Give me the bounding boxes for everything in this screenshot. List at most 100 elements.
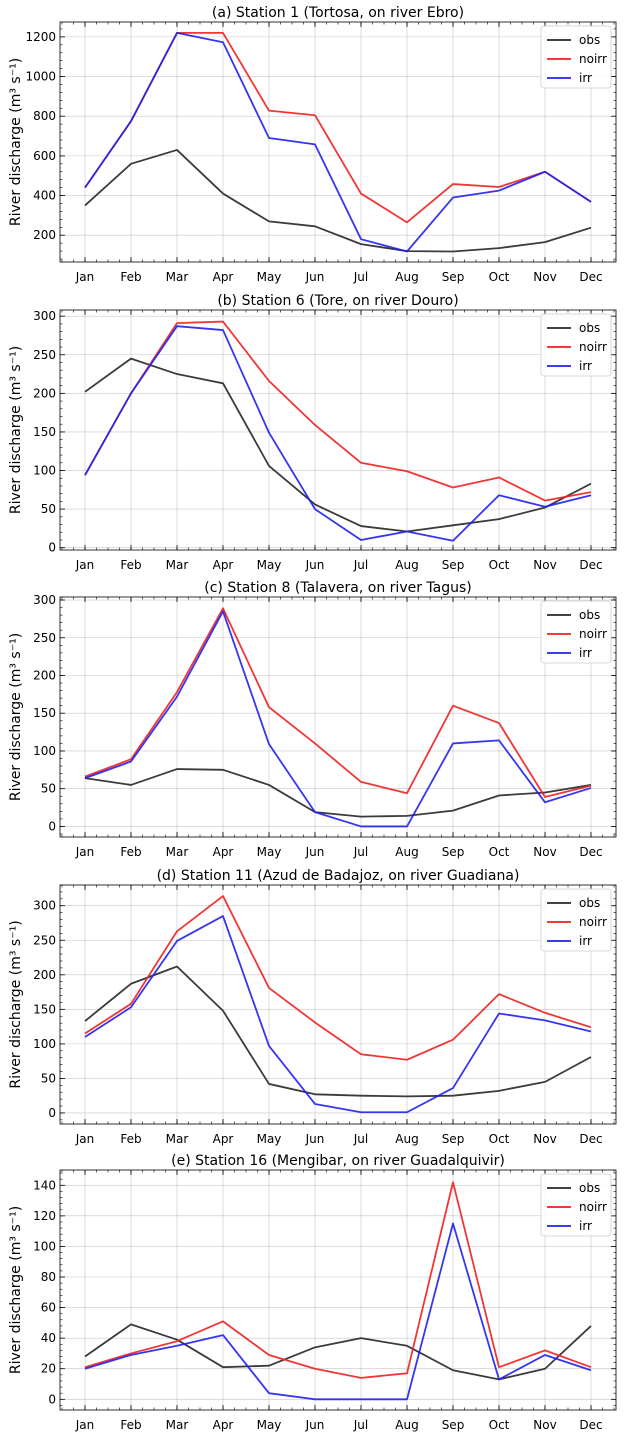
y-tick-label: 200	[33, 386, 56, 400]
plot-frame	[59, 884, 617, 1125]
x-tick-label: Jan	[75, 270, 95, 284]
y-tick-label: 50	[41, 782, 56, 796]
y-tick-label: 50	[41, 1071, 56, 1085]
x-tick-label: Nov	[533, 270, 556, 284]
y-tick-label: 100	[33, 744, 56, 758]
x-tick-label: Jul	[353, 270, 368, 284]
y-tick-label: 120	[33, 1209, 56, 1223]
y-tick-label: 150	[33, 706, 56, 720]
y-tick-label: 0	[48, 1392, 56, 1406]
legend-label-obs: obs	[579, 321, 600, 335]
x-tick-label: Oct	[489, 558, 510, 572]
chart-title: (e) Station 16 (Mengibar, on river Guada…	[171, 1153, 505, 1169]
chart-panel-1: Jan Feb Mar Apr May Jun Jul Aug Sep Oct Nov Dec 200 4…	[8, 5, 617, 284]
x-tick-label: Nov	[533, 1418, 556, 1432]
y-tick-label: 400	[33, 189, 56, 203]
legend: obs noirr irr	[540, 1173, 612, 1237]
x-tick-label: Mar	[166, 1418, 189, 1432]
x-tick-label: Apr	[213, 558, 234, 572]
x-tick-label: Sep	[442, 270, 465, 284]
x-tick-label: Aug	[395, 558, 418, 572]
x-tick-label: May	[257, 558, 282, 572]
y-axis-label: River discharge (m³ s⁻¹)	[8, 633, 24, 801]
x-tick-label: Jul	[353, 1132, 368, 1146]
y-tick-label: 800	[33, 109, 56, 123]
y-axis-label: River discharge (m³ s⁻¹)	[8, 58, 24, 226]
x-tick-label: Jun	[305, 558, 325, 572]
legend-box	[540, 600, 612, 664]
x-tick-label: Dec	[579, 270, 602, 284]
x-tick-label: Jan	[75, 845, 95, 859]
y-tick-label: 300	[33, 899, 56, 913]
chart-panel-5: Jan Feb Mar Apr May Jun Jul Aug Sep Oct Nov Dec 0 20 4…	[8, 1153, 617, 1432]
x-tick-label: Feb	[120, 845, 141, 859]
plot-frame	[59, 596, 617, 838]
y-tick-label: 60	[41, 1301, 56, 1315]
x-tick-label: Jun	[305, 1132, 325, 1146]
x-tick-label: Dec	[579, 1418, 602, 1432]
plot-frame	[59, 21, 617, 263]
legend-box	[540, 888, 612, 952]
x-tick-label: May	[257, 270, 282, 284]
y-tick-label: 100	[33, 464, 56, 478]
series-line-irr	[84, 915, 592, 1114]
x-tick-label: Jun	[305, 270, 325, 284]
y-axis-label: River discharge (m³ s⁻¹)	[8, 920, 24, 1088]
legend: obs noirr irr	[540, 888, 612, 952]
chart-title: (d) Station 11 (Azud de Badajoz, on rive…	[157, 868, 520, 884]
x-tick-label: Dec	[579, 845, 602, 859]
y-axis-label: River discharge (m³ s⁻¹)	[8, 346, 24, 514]
legend-label-irr: irr	[579, 1219, 592, 1233]
x-tick-label: Feb	[120, 558, 141, 572]
chart-title: (c) Station 8 (Talavera, on river Tagus)	[204, 580, 472, 596]
x-tick-label: Mar	[166, 270, 189, 284]
x-tick-label: Oct	[489, 270, 510, 284]
legend-label-irr: irr	[579, 934, 592, 948]
x-tick-label: Dec	[579, 558, 602, 572]
x-tick-label: Apr	[213, 1418, 234, 1432]
series-line-obs	[84, 1323, 592, 1381]
y-tick-label: 150	[33, 425, 56, 439]
legend-label-noirr: noirr	[579, 627, 607, 641]
chart-panel-3: Jan Feb Mar Apr May Jun Jul Aug Sep Oct Nov Dec 0 50 1…	[8, 580, 617, 859]
x-tick-label: Jun	[305, 845, 325, 859]
x-tick-label: Mar	[166, 558, 189, 572]
series-line-noirr	[84, 1181, 592, 1379]
y-tick-label: 200	[33, 228, 56, 242]
y-tick-label: 20	[41, 1362, 56, 1376]
x-tick-label: Feb	[120, 270, 141, 284]
x-tick-label: May	[257, 1132, 282, 1146]
legend-box	[540, 1173, 612, 1237]
series-line-noirr	[84, 607, 592, 798]
y-tick-label: 40	[41, 1331, 56, 1345]
x-tick-label: Nov	[533, 1132, 556, 1146]
legend-label-obs: obs	[579, 33, 600, 47]
legend-label-noirr: noirr	[579, 1200, 607, 1214]
x-tick-label: Jul	[353, 1418, 368, 1432]
x-tick-label: Mar	[166, 1132, 189, 1146]
x-tick-label: Jan	[75, 1132, 95, 1146]
x-tick-label: Mar	[166, 845, 189, 859]
y-tick-label: 50	[41, 502, 56, 516]
x-tick-label: Aug	[395, 1418, 418, 1432]
x-tick-label: Apr	[213, 845, 234, 859]
y-tick-label: 140	[33, 1178, 56, 1192]
legend-box	[540, 25, 612, 89]
x-tick-label: Nov	[533, 558, 556, 572]
x-tick-label: May	[257, 845, 282, 859]
legend-label-irr: irr	[579, 71, 592, 85]
y-tick-label: 80	[41, 1270, 56, 1284]
chart-panel-2: Jan Feb Mar Apr May Jun Jul Aug Sep Oct Nov Dec 0 50 1…	[8, 293, 617, 572]
series-line-irr	[84, 1222, 592, 1401]
x-tick-label: Aug	[395, 1132, 418, 1146]
x-tick-label: Sep	[442, 1132, 465, 1146]
legend-label-noirr: noirr	[579, 340, 607, 354]
x-tick-label: Apr	[213, 270, 234, 284]
x-tick-label: Jul	[353, 558, 368, 572]
y-axis-label: River discharge (m³ s⁻¹)	[8, 1206, 24, 1374]
series-line-noirr	[84, 320, 592, 502]
y-tick-label: 250	[33, 631, 56, 645]
x-tick-label: Aug	[395, 845, 418, 859]
y-tick-label: 250	[33, 348, 56, 362]
